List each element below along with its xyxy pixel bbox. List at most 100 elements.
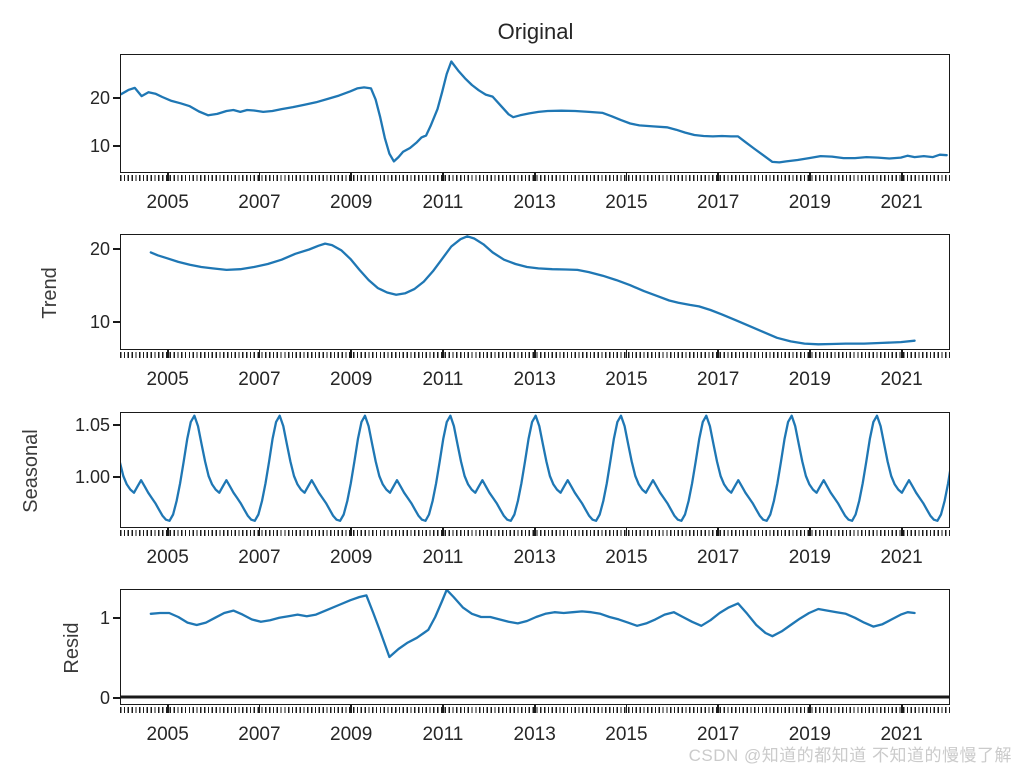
y-tick-label: 10: [89, 311, 110, 332]
y-tick-label: 10: [89, 135, 110, 156]
y-tick-label: 20: [89, 238, 110, 259]
x-tick-label: 2007: [238, 724, 281, 745]
x-tick-label: 2015: [605, 369, 648, 390]
x-tick-label: 2019: [788, 369, 832, 390]
trend-plot-canvas: [149, 235, 916, 346]
x-major-tick: [166, 705, 169, 713]
y-major-tick: [113, 616, 120, 619]
x-tick-label: 2009: [330, 192, 373, 213]
y-major-tick: [113, 96, 120, 99]
x-major-tick: [533, 705, 536, 713]
y-tick-label: 0: [99, 687, 110, 708]
y-tick-label: 20: [89, 87, 110, 108]
x-tick-label: 2021: [880, 192, 923, 213]
x-major-tick: [533, 528, 536, 536]
x-major-tick: [625, 528, 628, 536]
x-tick-label: 2015: [605, 547, 648, 568]
x-major-tick: [258, 350, 261, 358]
x-major-tick: [900, 350, 903, 358]
x-tick-label: 2017: [697, 192, 740, 213]
x-major-tick: [442, 705, 444, 713]
x-tick-label: 2013: [513, 369, 556, 390]
x-major-tick: [900, 705, 903, 713]
plot-title: Original: [497, 19, 574, 44]
x-tick-label: 2007: [238, 369, 281, 390]
x-major-tick: [717, 350, 720, 358]
x-tick-label: 2021: [880, 547, 923, 568]
x-tick-label: 2015: [605, 724, 648, 745]
x-major-tick: [809, 528, 811, 536]
x-tick-label: 2007: [238, 547, 281, 568]
x-major-tick: [533, 173, 536, 181]
x-major-tick: [809, 705, 811, 713]
y-major-tick: [113, 247, 120, 250]
resid-series-line: [149, 590, 916, 659]
x-major-tick: [442, 528, 444, 536]
x-major-tick: [717, 705, 720, 713]
csdn-watermark: CSDN @知道的都知道 不知道的慢慢了解: [688, 746, 1012, 765]
x-tick-label: 2017: [697, 369, 740, 390]
y-major-tick: [113, 696, 120, 699]
seasonal-plot-canvas: [121, 414, 949, 522]
x-major-tick: [625, 705, 628, 713]
x-tick-label: 2021: [880, 369, 923, 390]
x-major-tick: [166, 173, 169, 181]
trend-series-line: [149, 235, 916, 346]
x-tick-label: 2015: [605, 192, 648, 213]
y-major-tick: [113, 475, 120, 478]
x-major-tick: [166, 350, 169, 358]
y-major-tick: [113, 144, 120, 147]
x-major-tick: [809, 350, 811, 358]
x-tick-label: 2005: [146, 547, 189, 568]
x-major-tick: [625, 350, 628, 358]
x-major-tick: [350, 528, 353, 536]
x-major-tick: [625, 173, 628, 181]
x-major-tick: [350, 350, 353, 358]
y-major-tick: [113, 320, 120, 323]
x-tick-label: 2005: [146, 724, 189, 745]
subplot-resid: [120, 589, 950, 705]
x-major-tick: [717, 528, 720, 536]
x-major-tick: [717, 173, 720, 181]
x-major-tick: [533, 350, 536, 358]
x-tick-label: 2013: [513, 547, 556, 568]
x-tick-label: 2017: [697, 547, 740, 568]
x-tick-label: 2007: [238, 192, 281, 213]
y-tick-label: 1: [99, 607, 110, 628]
subplot-seasonal: [120, 412, 950, 528]
x-tick-label: 2017: [697, 724, 740, 745]
x-major-tick: [350, 173, 353, 181]
x-tick-label: 2019: [788, 724, 832, 745]
y-major-tick: [113, 423, 120, 426]
subplot-original: [120, 54, 950, 173]
x-tick-label: 2005: [146, 192, 189, 213]
y-tick-label: 1.05: [74, 414, 110, 435]
x-tick-label: 2009: [330, 547, 373, 568]
x-major-tick: [166, 528, 169, 536]
y-tick-label: 1.00: [74, 466, 110, 487]
x-major-tick: [809, 173, 811, 181]
x-tick-label: 2011: [422, 192, 464, 213]
x-major-tick: [258, 528, 261, 536]
original-series-line: [121, 60, 948, 164]
original-plot-canvas: [121, 60, 948, 164]
x-major-tick: [900, 173, 903, 181]
x-major-tick: [900, 528, 903, 536]
x-tick-label: 2009: [330, 724, 373, 745]
x-tick-label: 2005: [146, 369, 189, 390]
x-tick-label: 2009: [330, 369, 373, 390]
x-tick-label: 2019: [788, 192, 832, 213]
x-major-tick: [258, 705, 261, 713]
x-tick-label: 2011: [422, 547, 464, 568]
x-tick-label: 2013: [513, 724, 556, 745]
resid-plot-canvas: [121, 590, 949, 699]
x-tick-label: 2019: [788, 547, 832, 568]
x-major-tick: [258, 173, 261, 181]
x-tick-label: 2011: [422, 369, 464, 390]
subplot-trend: [120, 234, 950, 350]
x-major-tick: [442, 173, 444, 181]
x-tick-label: 2013: [513, 192, 556, 213]
x-major-tick: [442, 350, 444, 358]
seasonal-series-line: [121, 414, 949, 522]
